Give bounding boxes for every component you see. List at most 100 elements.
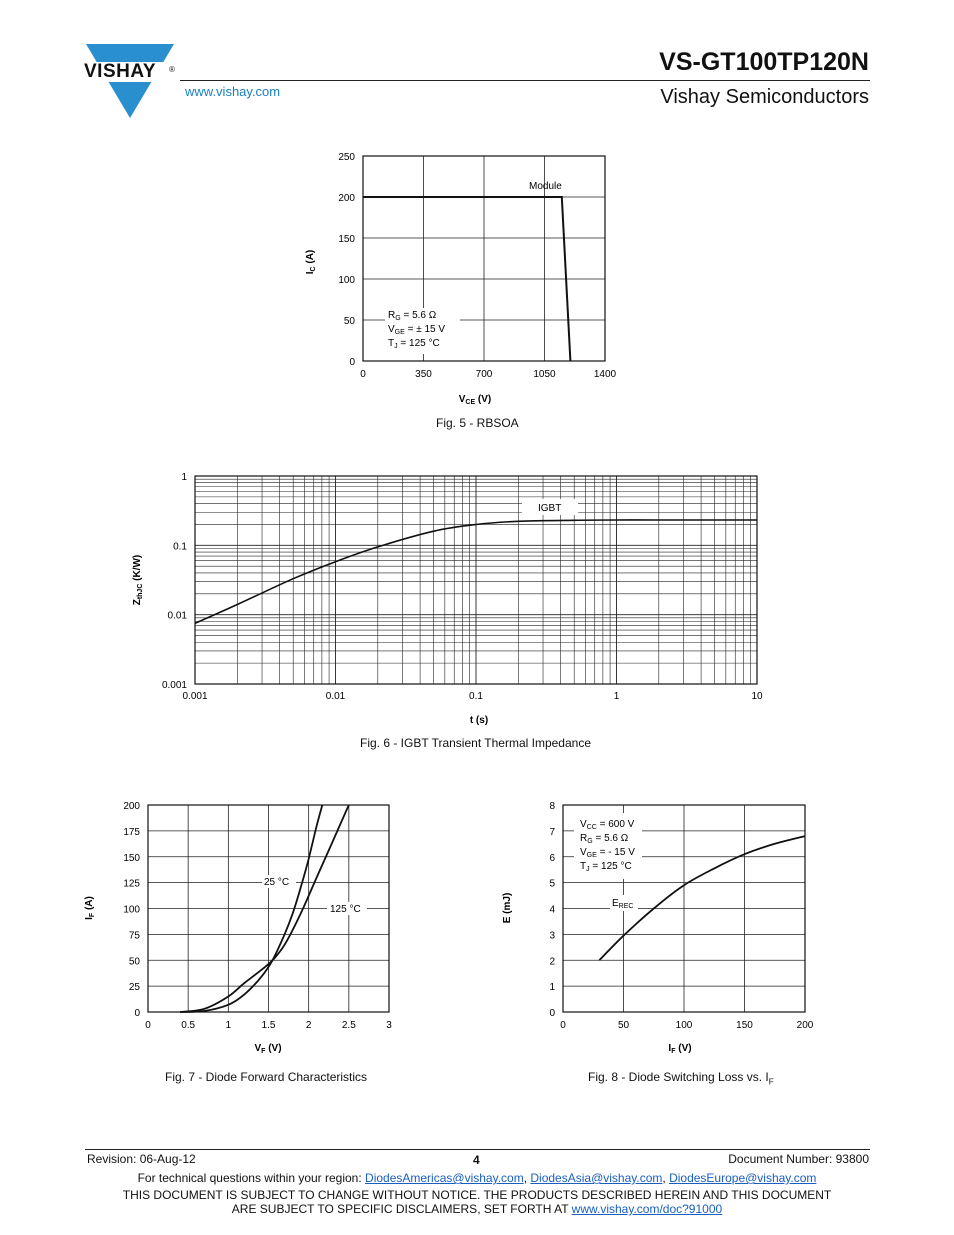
y-tick-label: 0 [134, 1008, 140, 1019]
y-tick-label: 6 [549, 853, 555, 864]
x-tick-label: 2.5 [342, 1020, 356, 1031]
fig8-series-label: EREC [612, 898, 633, 910]
email-europe-link[interactable]: DiodesEurope@vishay.com [669, 1171, 817, 1185]
fig8-annotation-vcc: VCC = 600 V [580, 819, 635, 831]
fig8-caption: Fig. 8 - Diode Switching Loss vs. IF [588, 1070, 774, 1086]
fig8-x-axis-label: IF (V) [668, 1043, 691, 1055]
y-tick-label: 0.001 [162, 680, 187, 691]
footer-comma: , [662, 1171, 670, 1185]
footer-rule [85, 1149, 870, 1150]
y-tick-label: 50 [344, 316, 356, 327]
x-tick-label: 350 [415, 369, 432, 380]
footer-revision: Revision: 06-Aug-12 [87, 1152, 196, 1166]
y-tick-label: 0.1 [173, 541, 187, 552]
plot-frame [194, 475, 758, 685]
x-tick-label: 50 [618, 1020, 630, 1031]
header-rule [180, 80, 870, 81]
y-tick-label: 200 [123, 801, 140, 812]
y-tick-label: 4 [549, 905, 555, 916]
x-tick-label: 3 [386, 1020, 392, 1031]
footer-doc-number: Document Number: 93800 [728, 1152, 869, 1166]
fig7-series-125c [179, 804, 350, 1013]
fig6-series-label-bg [522, 499, 578, 515]
fig8-annotation-bg [574, 813, 642, 879]
fig7-series-25c [180, 804, 324, 1013]
vishay-logo: VISHAY ® [82, 44, 178, 120]
disclaimer-link[interactable]: www.vishay.com/doc?91000 [571, 1202, 723, 1216]
fig5-annotation-bg [385, 308, 460, 354]
x-tick-label: 1400 [594, 369, 617, 380]
y-tick-label: 25 [129, 982, 141, 993]
y-tick-label: 175 [123, 827, 140, 838]
fig6-series-label: IGBT [538, 503, 561, 514]
fig7-label-25-bg [262, 875, 296, 888]
footer-disclaimer-line2: ARE SUBJECT TO SPECIFIC DISCLAIMERS, SET… [0, 1202, 954, 1216]
x-tick-label: 150 [736, 1020, 753, 1031]
fig7-x-axis-label: VF (V) [254, 1043, 281, 1055]
x-tick-label: 0 [145, 1020, 151, 1031]
website-link[interactable]: www.vishay.com [185, 84, 281, 99]
fig8-ticks: 0 50 100 150 200 0 1 2 3 4 5 6 7 8 [549, 801, 813, 1031]
plot-frame [562, 804, 806, 1013]
x-tick-label: 0.5 [181, 1020, 195, 1031]
x-tick-label: 0 [560, 1020, 566, 1031]
y-tick-label: 3 [549, 930, 555, 941]
x-tick-label: 1 [226, 1020, 232, 1031]
plot-frame [147, 804, 390, 1013]
y-tick-label: 250 [338, 152, 355, 163]
footer-disclaimer-text: ARE SUBJECT TO SPECIFIC DISCLAIMERS, SET… [231, 1202, 572, 1216]
fig6-grid [194, 475, 758, 685]
fig7-label-125-bg [327, 902, 367, 915]
fig5-caption: Fig. 5 - RBSOA [436, 416, 519, 430]
fig6-ticks: 0.001 0.01 0.1 1 10 0.001 0.01 0.1 1 [162, 472, 763, 702]
email-americas-link[interactable]: DiodesAmericas@vishay.com [365, 1171, 524, 1185]
y-tick-label: 8 [549, 801, 555, 812]
fig8-annotation-vge: VGE = - 15 V [580, 847, 635, 859]
fig8-switching-loss-chart: 0 50 100 150 200 0 1 2 3 4 5 6 7 8 VCC = 600 V RG = 5… [502, 801, 814, 1055]
fig8-y-axis-label: E (mJ) [502, 893, 513, 924]
x-tick-label: 200 [797, 1020, 814, 1031]
footer-questions-text: For technical questions within your regi… [137, 1171, 366, 1185]
x-tick-label: 1 [614, 691, 620, 702]
y-tick-label: 5 [549, 879, 555, 890]
y-tick-label: 100 [338, 275, 355, 286]
y-tick-label: 2 [549, 956, 555, 967]
y-tick-label: 100 [123, 905, 140, 916]
x-tick-label: 10 [751, 691, 763, 702]
fig5-annotation-tj: TJ = 125 °C [388, 338, 440, 350]
y-tick-label: 0 [549, 1008, 555, 1019]
plot-frame [362, 155, 606, 362]
footer-comma: , [523, 1171, 531, 1185]
fig7-series-label-25c: 25 °C [264, 877, 289, 888]
fig5-annotation-rg: RG = 5.6 Ω [388, 310, 437, 322]
x-tick-label: 700 [476, 369, 493, 380]
footer-questions: For technical questions within your regi… [0, 1171, 954, 1185]
fig6-series-igbt [194, 519, 757, 625]
fig6-caption: Fig. 6 - IGBT Transient Thermal Impedanc… [360, 736, 591, 750]
brand-name: VISHAY [84, 61, 156, 82]
fig5-ticks: 0 350 700 1050 1400 0 50 100 150 200 250 [338, 152, 616, 380]
fig7-y-axis-label: IF (A) [84, 896, 96, 920]
x-tick-label: 1050 [533, 369, 556, 380]
fig8-series-erec [598, 835, 806, 961]
fig8-caption-text: Fig. 8 - Diode Switching Loss vs. I [588, 1070, 769, 1084]
fig8-caption-sub: F [768, 1077, 774, 1087]
part-number-title: VS-GT100TP120N [659, 48, 869, 76]
y-tick-label: 50 [129, 956, 141, 967]
y-tick-label: 1 [181, 472, 187, 483]
fig5-y-axis-label: IC (A) [305, 250, 317, 275]
fig8-annotation-rg: RG = 5.6 Ω [580, 833, 629, 845]
fig6-y-axis-label: ZthJC (K/W) [132, 555, 144, 606]
footer-page-number: 4 [473, 1153, 480, 1167]
email-asia-link[interactable]: DiodesAsia@vishay.com [530, 1171, 663, 1185]
x-tick-label: 0.001 [182, 691, 207, 702]
fig5-grid [362, 155, 606, 362]
fig5-series-module [363, 196, 572, 362]
fig6-x-axis-label: t (s) [470, 715, 488, 726]
y-tick-label: 150 [338, 234, 355, 245]
fig5-x-axis-label: VCE (V) [459, 394, 492, 406]
fig7-series-label-125c: 125 °C [330, 904, 361, 915]
fig7-diode-forward-chart: 0 0.5 1 1.5 2 2.5 3 0 25 50 75 100 125 150 175 200 25 °… [84, 801, 392, 1055]
y-tick-label: 125 [123, 879, 140, 890]
